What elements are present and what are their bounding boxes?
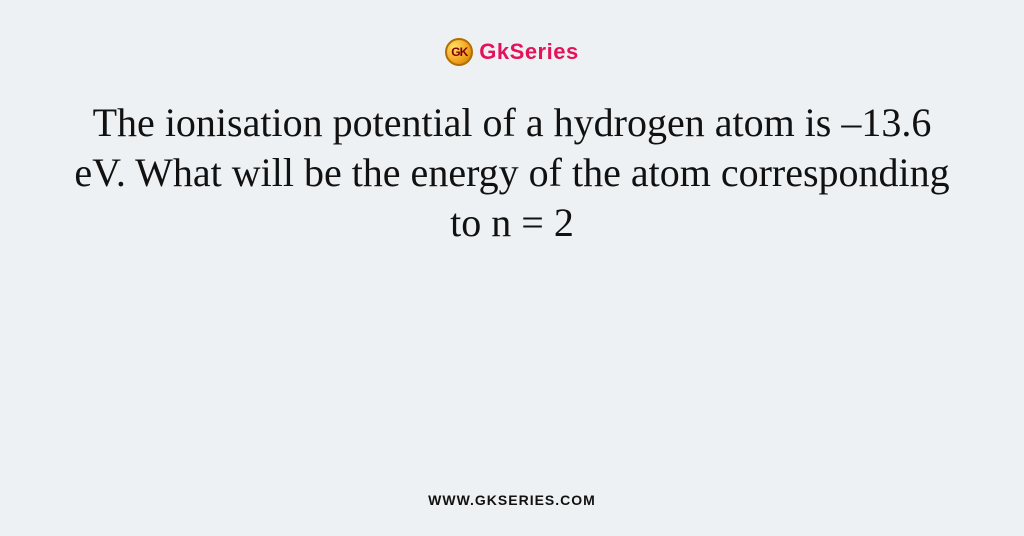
footer-url: WWW.GKSERIES.COM (0, 492, 1024, 508)
page-container: GK GkSeries The ionisation potential of … (0, 0, 1024, 536)
brand-name: GkSeries (479, 39, 578, 65)
brand-logo: GK GkSeries (445, 38, 578, 66)
logo-badge-icon: GK (445, 38, 473, 66)
logo-badge-text: GK (451, 45, 467, 59)
question-text: The ionisation potential of a hydrogen a… (72, 98, 952, 248)
